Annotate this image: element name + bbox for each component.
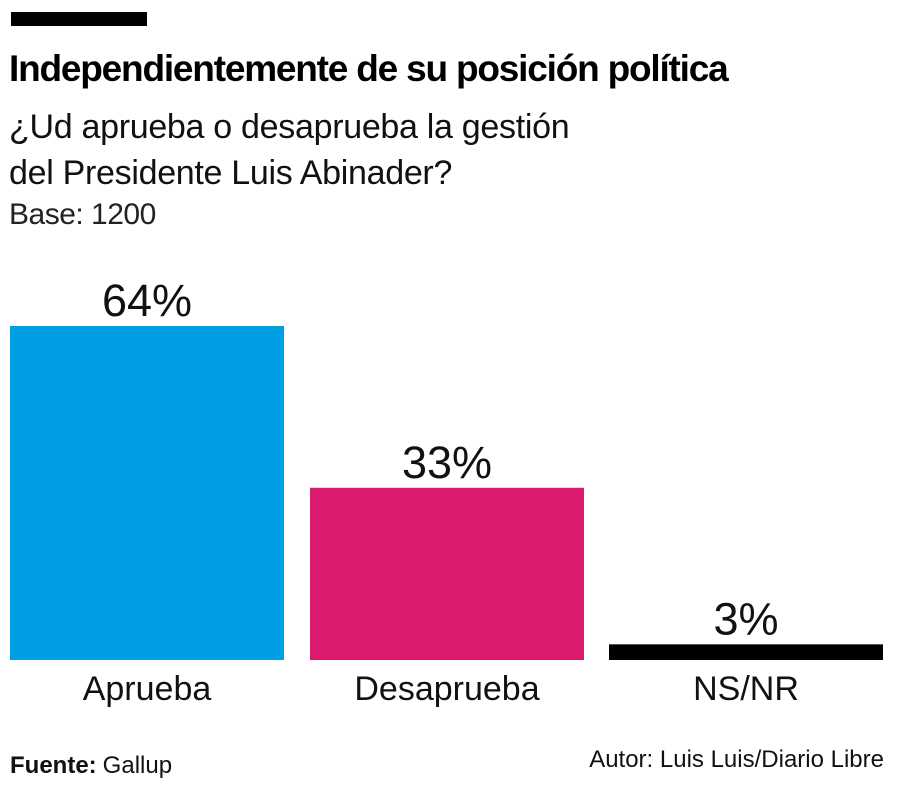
value-label: 33%	[402, 437, 492, 488]
value-label: 64%	[102, 275, 192, 326]
source-note: Fuente: Gallup	[10, 752, 172, 780]
category-label: NS/NR	[693, 670, 799, 708]
chart-subtitle: ¿Ud aprueba o desaprueba la gestión del …	[9, 104, 570, 196]
author-credit: Autor: Luis Luis/Diario Libre	[589, 746, 884, 773]
value-label: 3%	[713, 593, 778, 644]
bar-nsnr	[609, 644, 883, 660]
subtitle-line-2: del Presidente Luis Abinader?	[9, 154, 453, 192]
base-note: Base: 1200	[9, 198, 156, 231]
category-label: Desaprueba	[354, 670, 539, 708]
subtitle-line-1: ¿Ud aprueba o desaprueba la gestión	[9, 108, 570, 146]
source-value: Gallup	[102, 752, 173, 779]
bar-desaprueba	[310, 487, 584, 660]
source-label: Fuente:	[10, 752, 97, 779]
bar-chart: 64% Aprueba 33% Desaprueba 3% NS/NR	[10, 275, 883, 708]
bar-aprueba	[10, 326, 284, 660]
chart-title: Independientemente de su posición políti…	[9, 48, 729, 89]
top-rule	[11, 12, 147, 26]
category-label: Aprueba	[83, 670, 212, 708]
